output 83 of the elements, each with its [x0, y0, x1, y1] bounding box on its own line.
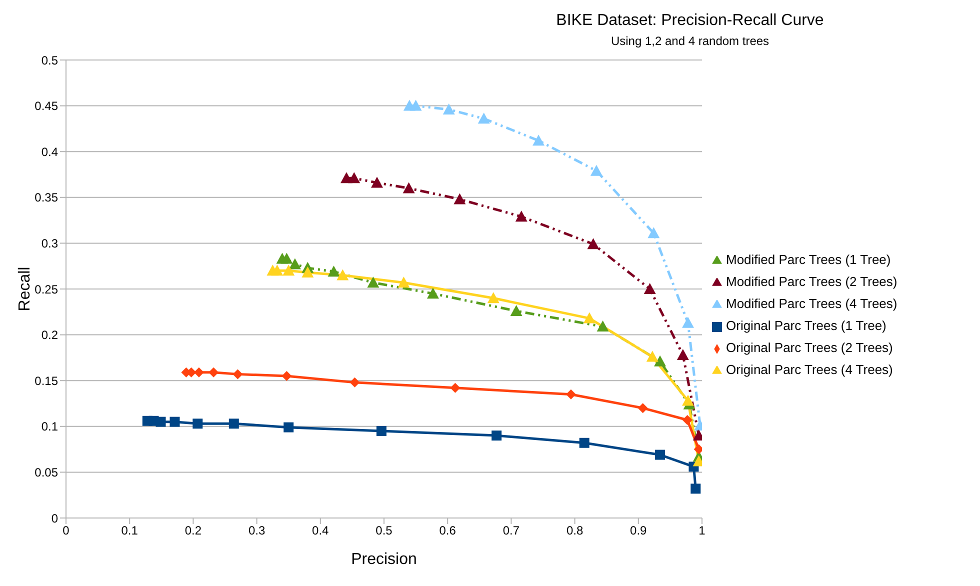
y-tick-label: 0.3 — [41, 236, 58, 250]
point — [682, 316, 694, 328]
point — [682, 394, 694, 406]
x-tick-label: 0.3 — [248, 524, 266, 538]
y-axis-title: Recall — [16, 266, 34, 312]
point — [515, 210, 528, 222]
point — [646, 350, 658, 362]
point — [170, 416, 180, 427]
point — [302, 266, 314, 278]
point — [271, 264, 284, 276]
point — [282, 264, 295, 276]
x-tick-label: 0.6 — [439, 524, 456, 538]
point — [532, 134, 545, 146]
point — [682, 414, 692, 425]
point — [282, 371, 292, 382]
point — [288, 258, 301, 270]
point — [654, 355, 666, 366]
point — [192, 418, 203, 429]
y-tick-label: 0.25 — [34, 282, 58, 296]
point — [566, 389, 576, 400]
point — [208, 367, 219, 378]
x-tick-label: 0.8 — [566, 524, 584, 538]
x-tick-label: 1 — [698, 524, 706, 538]
x-tick-label: 0.5 — [376, 524, 393, 538]
point — [492, 430, 502, 441]
point — [690, 484, 701, 494]
legend-label: Original Parc Trees (4 Trees) — [726, 362, 893, 377]
legend-label: Original Parc Trees (1 Tree) — [726, 318, 886, 333]
x-axis-title: Precision — [351, 551, 417, 568]
x-tick-label: 0 — [62, 524, 70, 538]
legend-label: Modified Parc Trees (4 Trees) — [726, 296, 898, 311]
y-tick-label: 0.05 — [34, 465, 58, 480]
point — [478, 112, 490, 124]
point — [350, 377, 360, 388]
point — [450, 382, 460, 393]
point — [371, 176, 384, 188]
point — [280, 252, 293, 264]
x-tick-label: 0.9 — [630, 524, 648, 538]
point — [367, 276, 380, 288]
point — [398, 276, 410, 288]
x-tick-label: 0.7 — [502, 524, 520, 538]
chart-subtitle: Using 1,2 and 4 random trees — [610, 34, 770, 50]
point — [655, 450, 666, 460]
point — [284, 422, 294, 432]
point — [348, 172, 360, 184]
chart-title: BIKE Dataset: Precision-Recall Curve — [555, 11, 825, 31]
y-tick-label: 0.15 — [34, 374, 58, 388]
point — [376, 426, 386, 436]
point — [328, 266, 340, 277]
y-tick-label: 0.5 — [41, 53, 58, 68]
point — [579, 438, 590, 448]
x-tick-label: 0.4 — [312, 524, 330, 538]
point — [410, 100, 422, 111]
point — [590, 164, 602, 176]
point — [336, 269, 349, 280]
point — [587, 238, 600, 250]
legend-label: Modified Parc Trees (1 Tree) — [726, 252, 891, 267]
point — [228, 418, 239, 429]
x-tick-label: 0.1 — [121, 524, 138, 538]
point — [596, 320, 609, 332]
y-tick-label: 0.45 — [34, 99, 58, 114]
legend-label: Original Parc Trees (2 Trees) — [726, 340, 893, 355]
point — [644, 283, 656, 294]
point — [232, 369, 243, 380]
y-tick-label: 0.2 — [41, 328, 58, 342]
point — [583, 312, 596, 324]
point — [510, 304, 522, 316]
point — [487, 292, 500, 304]
point — [156, 416, 166, 427]
point — [402, 182, 415, 194]
point — [638, 403, 648, 414]
x-tick-label: 0.2 — [184, 524, 202, 538]
legend-label: Modified Parc Trees (2 Trees) — [726, 274, 898, 289]
point — [454, 193, 466, 204]
y-tick-label: 0 — [51, 511, 58, 526]
point — [194, 367, 204, 378]
point — [648, 227, 660, 238]
point — [442, 103, 455, 114]
point — [676, 348, 689, 360]
y-tick-label: 0.35 — [34, 190, 58, 205]
y-tick-label: 0.4 — [41, 144, 58, 159]
point — [426, 288, 439, 299]
y-tick-label: 0.1 — [41, 420, 58, 434]
